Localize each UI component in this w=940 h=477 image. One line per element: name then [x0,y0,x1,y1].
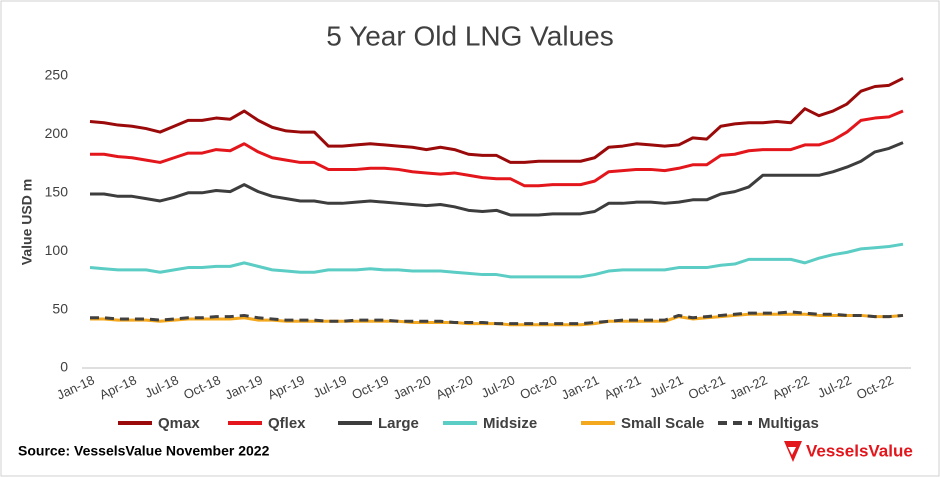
series-line [89,76,904,164]
series-line [90,109,904,188]
series-line [89,242,904,279]
logo: VesselsValue [806,441,913,460]
legend-label: Multigas [758,415,819,432]
legend-label: Small Scale [621,415,704,432]
y-tick-label: 50 [52,300,68,316]
logo-icon-cut [788,447,796,455]
y-tick-label: 200 [45,125,69,141]
y-tick-label: 100 [45,242,69,258]
legend-label: Large [378,415,419,432]
source: Source: VesselsValue November 2022 [18,443,270,459]
series-line [90,310,904,326]
legend-label: Midsize [483,415,537,432]
legend-label: Qflex [268,415,306,432]
y-tick-label: 0 [60,359,68,375]
y-axis-label: Value USD m [19,179,35,265]
series-line [90,141,904,217]
y-tick-label: 150 [45,184,69,200]
y-tick-label: 250 [45,67,69,83]
legend-label: Qmax [158,415,200,432]
chart-title: 5 Year Old LNG Values [326,20,613,51]
